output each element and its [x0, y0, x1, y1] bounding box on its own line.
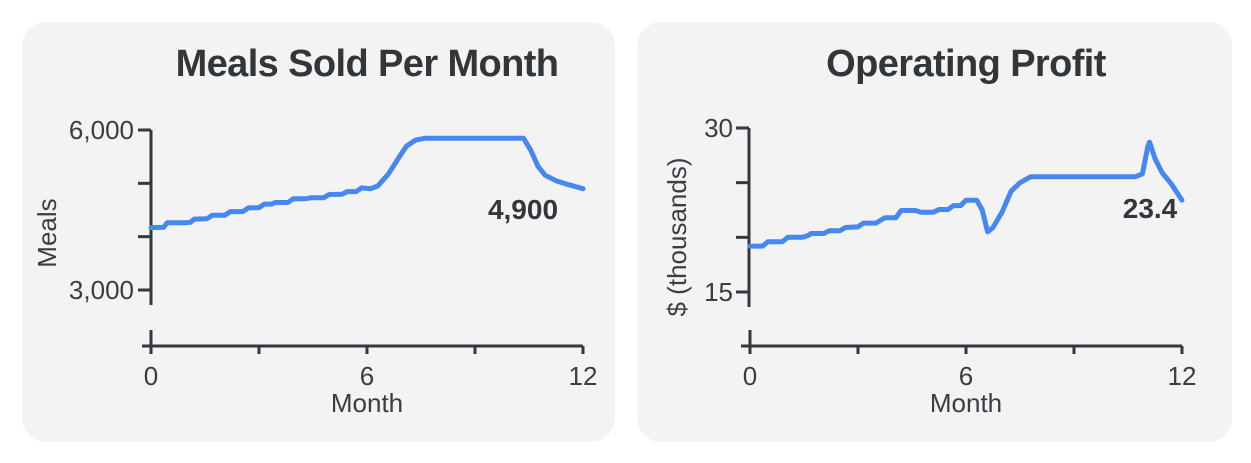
profit-line-chart — [736, 126, 1185, 354]
y-tick-label: 30 — [704, 113, 733, 143]
y-tick-label: 6,000 — [68, 115, 134, 145]
chart-title: Meals Sold Per Month — [175, 43, 559, 85]
x-tick-label: 12 — [1167, 361, 1197, 391]
meals-sold-chart-card: Meals Sold Per Month Meals 6,000 3,000 4… — [22, 22, 615, 442]
x-axis-title: Month — [929, 388, 1003, 418]
data-line — [747, 139, 1185, 249]
y-tick-label: 15 — [704, 277, 733, 307]
end-value-annotation: 23.4 — [1122, 193, 1178, 224]
x-tick-label: 12 — [568, 361, 598, 391]
x-tick-label: 0 — [143, 361, 159, 391]
y-tick-label: 3,000 — [68, 275, 134, 305]
x-tick-label: 6 — [359, 361, 375, 391]
end-value-annotation: 4,900 — [487, 194, 559, 225]
x-tick-label: 0 — [742, 361, 758, 391]
x-tick-label: 6 — [958, 361, 974, 391]
x-axis-title: Month — [330, 388, 404, 418]
operating-profit-chart-card: Operating Profit $ (thousands) 30 15 23.… — [637, 22, 1232, 442]
data-line — [148, 135, 586, 231]
chart-title: Operating Profit — [826, 43, 1106, 85]
meals-line-chart — [138, 128, 586, 354]
